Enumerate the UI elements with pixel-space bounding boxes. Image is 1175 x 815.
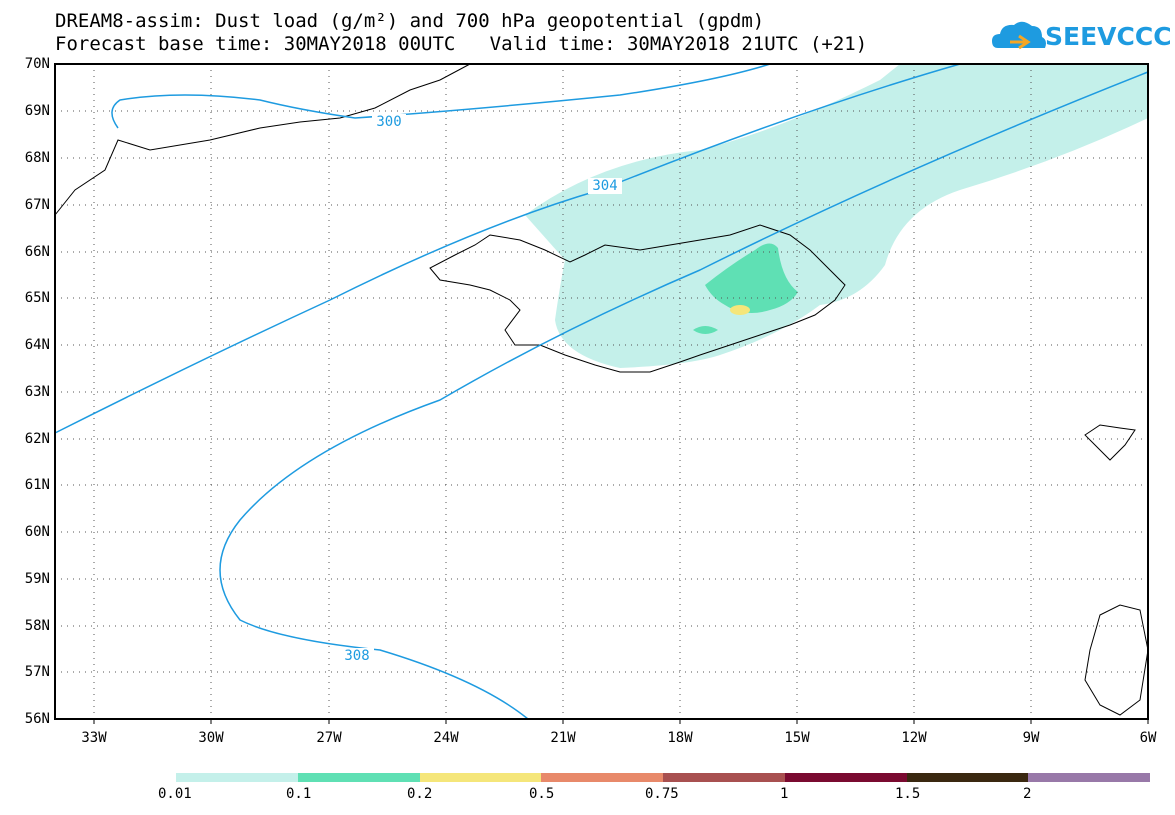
- lat-label-58n: 58N: [24, 618, 50, 634]
- dust-area-light: [525, 64, 1148, 368]
- colorbar-swatch-3: [420, 773, 541, 782]
- lon-label-27w: 27W: [316, 730, 342, 746]
- colorbar-swatch-4: [541, 773, 663, 782]
- greenland-coast: [54, 63, 471, 216]
- lon-label-33w: 33W: [81, 730, 107, 746]
- coastlines: [54, 63, 1149, 716]
- colorbar-label: 0.5: [529, 786, 555, 802]
- contour-300: [111, 63, 771, 129]
- lon-label-18w: 18W: [667, 730, 693, 746]
- lat-label-59n: 59N: [24, 571, 50, 587]
- lat-label-60n: 60N: [24, 524, 50, 540]
- colorbar-label: 0.1: [286, 786, 312, 802]
- tick-marks: [93, 719, 1149, 724]
- faroe-coast: [1084, 424, 1136, 461]
- lat-label-61n: 61N: [24, 477, 50, 493]
- contours: [54, 63, 1149, 720]
- dust-area-medium: [705, 243, 798, 314]
- colorbar-swatch-6: [785, 773, 907, 782]
- lat-label-67n: 67N: [24, 197, 50, 213]
- cloud-icon: [992, 21, 1046, 50]
- scotland-coast: [1084, 604, 1149, 716]
- lon-label-9w: 9W: [1022, 730, 1040, 746]
- lat-label-64n: 64N: [24, 337, 50, 353]
- lat-label-66n: 66N: [24, 244, 50, 260]
- contour-label-300: 300: [376, 114, 402, 130]
- colorbar-label: 1.5: [895, 786, 921, 802]
- colorbar-label: 0.75: [645, 786, 679, 802]
- colorbar-swatch-7: [907, 773, 1028, 782]
- dust-area-medium-b: [693, 326, 718, 334]
- logo-text: SEEVCCC: [1045, 22, 1172, 51]
- lon-label-15w: 15W: [784, 730, 810, 746]
- colorbar-swatch-8: [1028, 773, 1150, 782]
- lon-label-24w: 24W: [433, 730, 459, 746]
- lon-label-12w: 12W: [901, 730, 927, 746]
- lon-label-21w: 21W: [550, 730, 576, 746]
- lat-label-68n: 68N: [24, 150, 50, 166]
- map-frame: [54, 63, 1149, 720]
- lon-label-6w: 6W: [1139, 730, 1157, 746]
- contour-308: [219, 71, 1149, 720]
- lat-label-70n: 70N: [24, 56, 50, 72]
- lon-label-30w: 30W: [198, 730, 224, 746]
- gridlines: [55, 64, 1148, 719]
- lat-label-62n: 62N: [24, 431, 50, 447]
- contour-label-308: 308: [344, 648, 370, 664]
- lat-label-69n: 69N: [24, 103, 50, 119]
- colorbar-label: 1: [780, 786, 789, 802]
- dust-area-high: [730, 305, 750, 315]
- contour-label-304: 304: [592, 178, 618, 194]
- lat-label-56n: 56N: [24, 711, 50, 727]
- lat-label-65n: 65N: [24, 290, 50, 306]
- map-title: DREAM8-assim: Dust load (g/m²) and 700 h…: [55, 10, 765, 32]
- colorbar-label: 2: [1023, 786, 1032, 802]
- colorbar-label: 0.2: [407, 786, 433, 802]
- map-subtitle: Forecast base time: 30MAY2018 00UTC Vali…: [55, 33, 868, 55]
- lat-label-63n: 63N: [24, 384, 50, 400]
- colorbar-swatch-2: [298, 773, 420, 782]
- contour-304: [54, 63, 961, 434]
- colorbar-swatch-5: [663, 773, 785, 782]
- colorbar-label: 0.01: [158, 786, 192, 802]
- colorbar-swatch-1: [176, 773, 298, 782]
- iceland-coast: [429, 224, 846, 373]
- lat-label-57n: 57N: [24, 664, 50, 680]
